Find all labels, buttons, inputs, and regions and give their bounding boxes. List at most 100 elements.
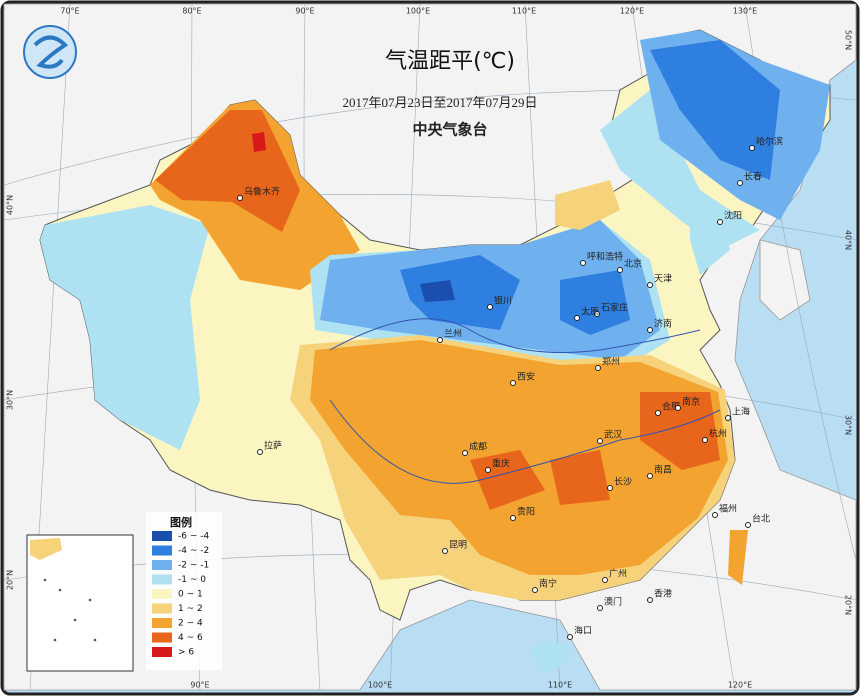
city-label: 昆明 <box>449 540 467 551</box>
legend-label: -2 ~ -1 <box>178 561 209 571</box>
city-label: 西安 <box>517 371 535 383</box>
legend-swatch <box>152 589 172 599</box>
city-label: 香港 <box>654 588 672 600</box>
legend-label: 4 ~ 6 <box>178 633 203 643</box>
lat-label: 20°N <box>6 570 15 590</box>
lat-label: 30°N <box>844 415 853 435</box>
logo <box>23 25 77 79</box>
city-label: 沈阳 <box>724 210 742 222</box>
lon-label: 110°E <box>548 681 572 690</box>
city-label: 南宁 <box>539 578 557 590</box>
city-marker <box>607 485 613 491</box>
lon-label: 100°E <box>406 7 430 16</box>
city-marker <box>617 267 623 273</box>
city-marker <box>712 512 718 518</box>
city-label: 长春 <box>744 171 762 183</box>
legend-label: -4 ~ -2 <box>178 546 209 556</box>
city-label: 拉萨 <box>264 440 282 452</box>
city-marker <box>737 180 743 186</box>
city-label: 南昌 <box>654 464 672 476</box>
lon-label: 110°E <box>512 7 536 16</box>
city-marker <box>595 365 601 371</box>
legend-swatch <box>152 632 172 643</box>
city-label: 海口 <box>574 625 592 637</box>
city-label: 贵阳 <box>517 506 535 518</box>
legend-label: > 6 <box>178 648 194 658</box>
korea <box>759 239 811 321</box>
legend-swatch <box>152 531 172 541</box>
city-marker <box>647 597 653 603</box>
anomaly-zone <box>650 40 780 180</box>
anomaly-zone <box>420 280 455 302</box>
city-marker <box>675 405 681 411</box>
legend-swatch <box>152 647 172 657</box>
anomaly-zones <box>39 29 831 672</box>
city-marker <box>574 315 580 321</box>
anomaly-zone <box>40 205 210 450</box>
city-marker <box>567 634 573 640</box>
legend-swatch <box>152 603 172 614</box>
city-label: 长沙 <box>614 476 632 488</box>
city-label: 兰州 <box>444 328 462 340</box>
city-marker <box>602 577 608 583</box>
city-marker <box>462 450 468 456</box>
legend-swatch <box>152 618 172 628</box>
inset-land <box>30 538 62 560</box>
city-label: 北京 <box>624 258 642 270</box>
city-label: 武汉 <box>604 429 622 441</box>
city-marker <box>532 587 538 593</box>
city-marker <box>257 449 263 455</box>
rivers <box>329 318 721 484</box>
anomaly-zone <box>555 180 620 230</box>
legend-label: -1 ~ 0 <box>178 575 206 585</box>
city-marker <box>717 219 723 225</box>
city-label: 石家庄 <box>601 302 628 314</box>
city-label: 杭州 <box>709 428 727 440</box>
logo-mark <box>33 35 69 69</box>
city-marker <box>702 437 708 443</box>
anomaly-zone <box>690 200 730 275</box>
lon-label: 120°E <box>728 681 752 690</box>
legend-swatch <box>152 560 172 570</box>
city-marker <box>485 467 491 473</box>
city-label: 广州 <box>609 568 627 580</box>
lon-label: 120°E <box>620 7 644 16</box>
lat-label: 40°N <box>844 230 853 250</box>
city-marker <box>237 195 243 201</box>
city-marker <box>647 327 653 333</box>
city-marker <box>647 473 653 479</box>
lon-label: 100°E <box>368 681 392 690</box>
anomaly-zone <box>530 641 570 672</box>
city-label: 台北 <box>752 513 770 525</box>
lon-label: 90°E <box>190 681 209 690</box>
lat-label: 40°N <box>6 195 15 215</box>
city-marker <box>655 410 661 416</box>
city-marker <box>725 415 731 421</box>
anomaly-zone <box>252 132 266 152</box>
anomaly-zone <box>470 450 545 510</box>
legend-label: -6 ~ -4 <box>178 532 209 542</box>
anomaly-zone <box>550 450 610 505</box>
legend: 图例 -6 ~ -4 -4 ~ -2 -2 ~ -1 -1 ~ 0 0 ~ 1 1 ~ 2… <box>146 512 222 670</box>
title: 气温距平(℃) <box>385 49 515 74</box>
city-marker <box>580 260 586 266</box>
city-marker <box>647 282 653 288</box>
city-label: 哈尔滨 <box>756 136 783 148</box>
city-label: 重庆 <box>492 458 510 470</box>
city-marker <box>487 304 493 310</box>
city-label: 澳门 <box>604 596 622 608</box>
city-label: 成都 <box>469 441 487 453</box>
city-label: 呼和浩特 <box>587 251 623 263</box>
lon-label: 130°E <box>733 7 757 16</box>
city-marker <box>745 522 751 528</box>
legend-label: 1 ~ 2 <box>178 604 203 614</box>
city-label: 天津 <box>654 274 672 285</box>
city-marker <box>749 145 755 151</box>
legend-title: 图例 <box>170 515 192 529</box>
city-marker <box>510 380 516 386</box>
city-label: 福州 <box>719 503 737 515</box>
city-marker <box>597 438 603 444</box>
lon-label: 90°E <box>295 7 314 16</box>
city-marker <box>442 548 448 554</box>
